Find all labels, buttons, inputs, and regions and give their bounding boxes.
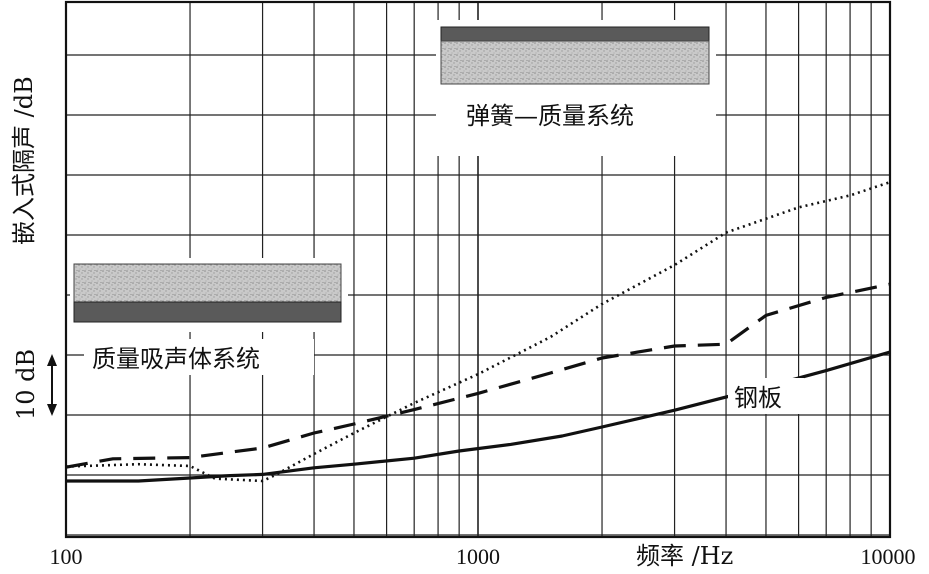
- ylabel-bg: [2, 30, 42, 250]
- plot-frame: [64, 0, 892, 539]
- scale-arrow: [47, 354, 57, 416]
- x-tick-label-1000: 1000: [456, 544, 500, 569]
- y-axis-label: 嵌入式隔声 /dB: [10, 76, 38, 245]
- mass-absorber-inset-diagram: [70, 258, 348, 332]
- x-tick-label-100: 100: [50, 544, 83, 569]
- annotation-spring-mass: 弹簧—质量系统: [466, 102, 634, 130]
- annotation-steel-plate: 钢板: [734, 384, 782, 412]
- label-bg-spring-mass: [460, 96, 692, 132]
- label-bg-steel: [728, 378, 804, 414]
- series-line-solid: [66, 350, 891, 483]
- annotation-mass-absorber: 质量吸声体系统: [92, 345, 260, 373]
- x-tick-label-10000: 10000: [861, 544, 916, 569]
- series-line-dashed: [65, 282, 891, 469]
- series-line-dotted: [65, 180, 891, 483]
- x-axis-label: 频率 /Hz: [636, 542, 733, 570]
- series-layer: [65, 180, 891, 483]
- label-bg-mass-absorber: [84, 339, 314, 375]
- spring-mass-inset-diagram: [436, 20, 716, 156]
- scale-label: 10 dB: [12, 349, 40, 420]
